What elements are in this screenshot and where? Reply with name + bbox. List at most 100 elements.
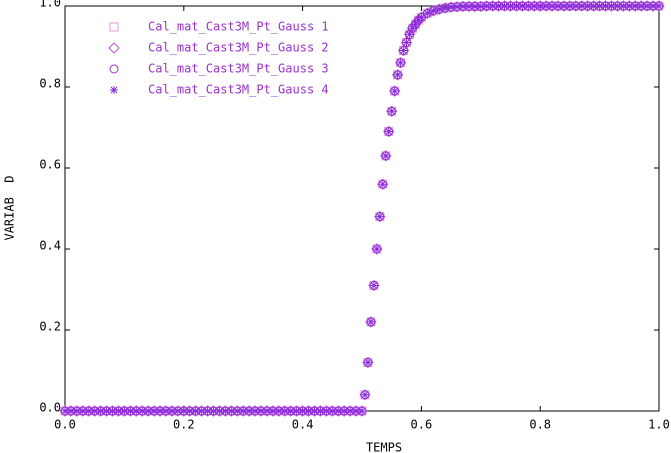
x-tick-label: 0.2: [173, 418, 195, 432]
marker-diamond: [108, 42, 120, 54]
marker-star: [126, 407, 135, 415]
marker-star: [132, 407, 141, 415]
marker-star: [257, 407, 266, 415]
marker-star: [476, 2, 485, 11]
marker-star: [500, 2, 509, 10]
marker-star: [378, 180, 387, 189]
marker-star: [245, 407, 254, 415]
legend-label: Cal_mat_Cast3M_Pt_Gauss 3: [148, 62, 329, 76]
marker-star: [239, 407, 248, 415]
marker-star: [595, 2, 604, 10]
marker-star: [530, 2, 539, 10]
legend-label: Cal_mat_Cast3M_Pt_Gauss 4: [148, 83, 329, 97]
marker-star: [173, 407, 182, 415]
marker-star: [458, 2, 467, 11]
marker-star: [221, 407, 230, 415]
marker-star: [203, 407, 212, 415]
marker-star: [488, 2, 497, 10]
marker-star: [84, 407, 93, 415]
marker-star: [197, 407, 206, 415]
y-tick-label: 0.0: [39, 401, 61, 415]
marker-star: [310, 407, 319, 415]
marker-star: [262, 407, 271, 415]
marker-star: [411, 20, 420, 29]
marker-star: [334, 407, 343, 415]
marker-star: [185, 407, 194, 415]
y-tick-label: 0.6: [39, 158, 61, 172]
marker-star: [120, 407, 129, 415]
marker-star: [298, 407, 307, 415]
marker-star: [399, 46, 408, 55]
marker-star: [352, 407, 361, 415]
y-tick-label: 0.4: [39, 239, 61, 253]
marker-star: [340, 407, 349, 415]
marker-star: [215, 407, 224, 415]
series: [61, 2, 663, 415]
marker-star: [108, 407, 117, 415]
marker-star: [518, 2, 527, 10]
marker-star: [506, 2, 515, 10]
marker-star: [408, 24, 417, 33]
marker-star: [384, 127, 393, 136]
marker-star: [447, 3, 456, 12]
marker-star: [464, 2, 473, 11]
marker-star: [161, 407, 170, 415]
marker-star: [346, 407, 355, 415]
x-tick-label: 1.0: [648, 418, 670, 432]
marker-star: [577, 2, 586, 10]
marker-star: [292, 407, 301, 415]
marker-star: [179, 407, 188, 415]
marker-star: [191, 407, 200, 415]
marker-star: [417, 13, 426, 22]
y-axis-label: VARIAB D: [3, 175, 17, 240]
marker-star: [396, 58, 405, 67]
marker-square: [109, 22, 119, 32]
marker-star: [512, 2, 521, 10]
marker-star: [61, 407, 69, 415]
marker-star: [619, 2, 628, 10]
marker-star: [366, 317, 375, 326]
marker-star: [322, 407, 331, 415]
y-tick-label: 0.8: [39, 77, 61, 91]
marker-star: [435, 5, 444, 14]
marker-star: [536, 2, 545, 10]
marker-star: [613, 2, 622, 10]
marker-star: [548, 2, 557, 10]
marker-star: [358, 407, 366, 415]
marker-star: [150, 407, 159, 415]
marker-star: [405, 30, 414, 39]
marker-star: [304, 407, 313, 415]
marker-star: [482, 2, 491, 10]
marker-star: [363, 358, 372, 367]
marker-star: [559, 2, 568, 10]
legend-label: Cal_mat_Cast3M_Pt_Gauss 1: [148, 20, 329, 34]
marker-star: [286, 407, 295, 415]
marker-star: [114, 407, 123, 415]
y-tick-label: 0.2: [39, 320, 61, 334]
marker-star: [637, 2, 646, 10]
marker-star: [554, 2, 563, 10]
marker-star: [360, 390, 369, 399]
marker-star: [625, 2, 634, 10]
marker-star: [328, 407, 337, 415]
marker-star: [233, 407, 242, 415]
marker-star: [402, 38, 411, 47]
marker-star: [372, 245, 381, 253]
marker-star: [601, 2, 610, 10]
marker-star: [78, 407, 87, 415]
marker-star: [631, 2, 640, 10]
x-tick-label: 0.6: [411, 418, 433, 432]
x-tick-label: 0.4: [292, 418, 314, 432]
marker-circle: [109, 64, 119, 74]
marker-star: [72, 407, 81, 415]
marker-star: [542, 2, 551, 10]
marker-star: [227, 407, 236, 415]
marker-star: [66, 407, 75, 415]
marker-star: [571, 2, 580, 10]
marker-star: [423, 9, 432, 18]
marker-star: [387, 107, 396, 116]
marker-star: [429, 6, 438, 15]
x-axis-label: TEMPS: [366, 441, 402, 453]
y-tick-label: 1.0: [39, 0, 61, 10]
